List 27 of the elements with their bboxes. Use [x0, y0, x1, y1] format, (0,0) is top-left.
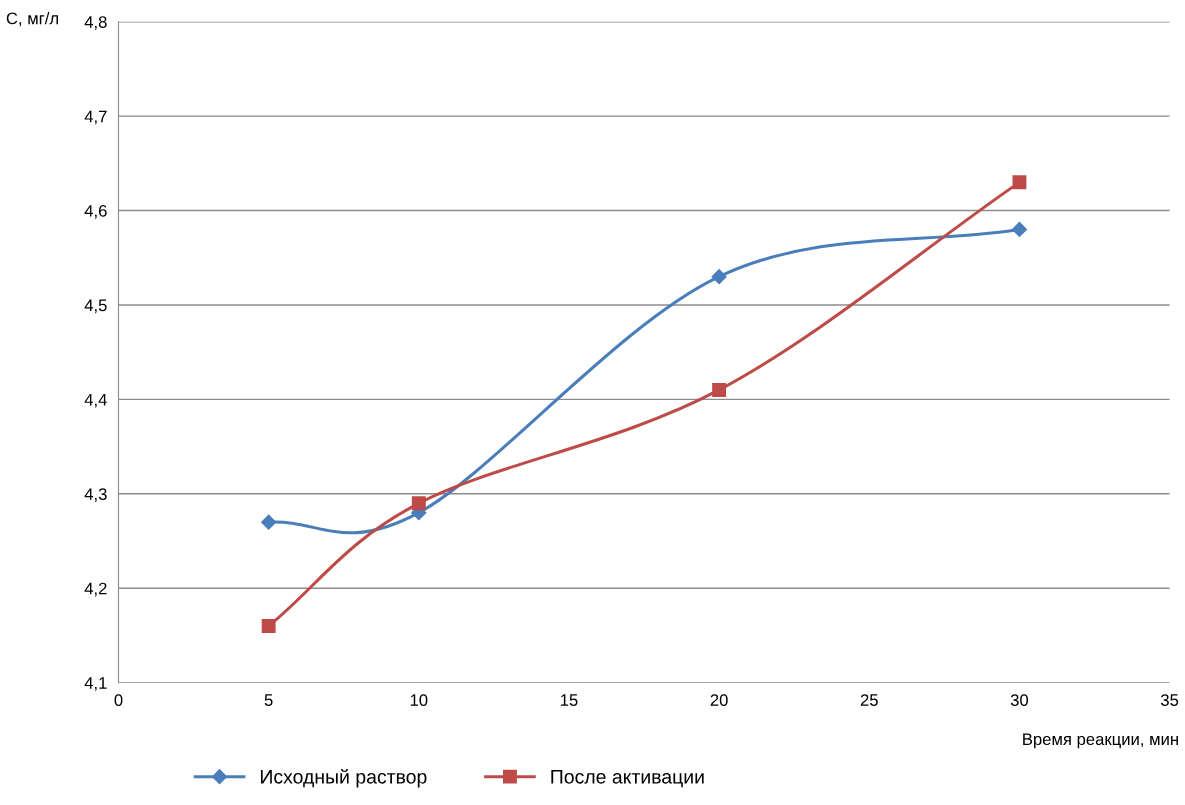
- point: [411, 496, 426, 511]
- y-tick-label: 4,3: [84, 488, 107, 502]
- point: [1011, 221, 1028, 238]
- y-tick-label: 4,4: [84, 393, 107, 408]
- x-tick-label: 25: [860, 694, 878, 706]
- x-tick-label: 0: [114, 694, 123, 706]
- y-axis-title: С, мг/л: [6, 12, 58, 27]
- y-tick-label: 4,6: [84, 204, 107, 219]
- y-tick-label: 4,7: [84, 110, 107, 125]
- legend-label: После активации: [551, 770, 704, 788]
- point: [261, 619, 276, 633]
- x-tick-label: 5: [264, 694, 273, 706]
- y-tick-label: 4,8: [84, 16, 107, 30]
- x-tick-label: 10: [410, 694, 428, 706]
- x-tick-label: 35: [1160, 694, 1179, 706]
- y-tick-label: 4,1: [84, 677, 107, 691]
- x-tick-label: 20: [710, 694, 728, 706]
- x-tick-label: 30: [1010, 694, 1029, 706]
- x-tick-label: 15: [560, 694, 578, 706]
- x-axis-title: Время реакции, мин: [1023, 733, 1178, 749]
- y-tick-label: 4,2: [84, 582, 107, 597]
- point: [1012, 175, 1027, 190]
- point: [712, 383, 727, 397]
- y-tick-label: 4,5: [84, 299, 107, 314]
- point: [261, 514, 277, 530]
- legend-label: Исходный раствор: [261, 769, 427, 788]
- point: [711, 269, 727, 285]
